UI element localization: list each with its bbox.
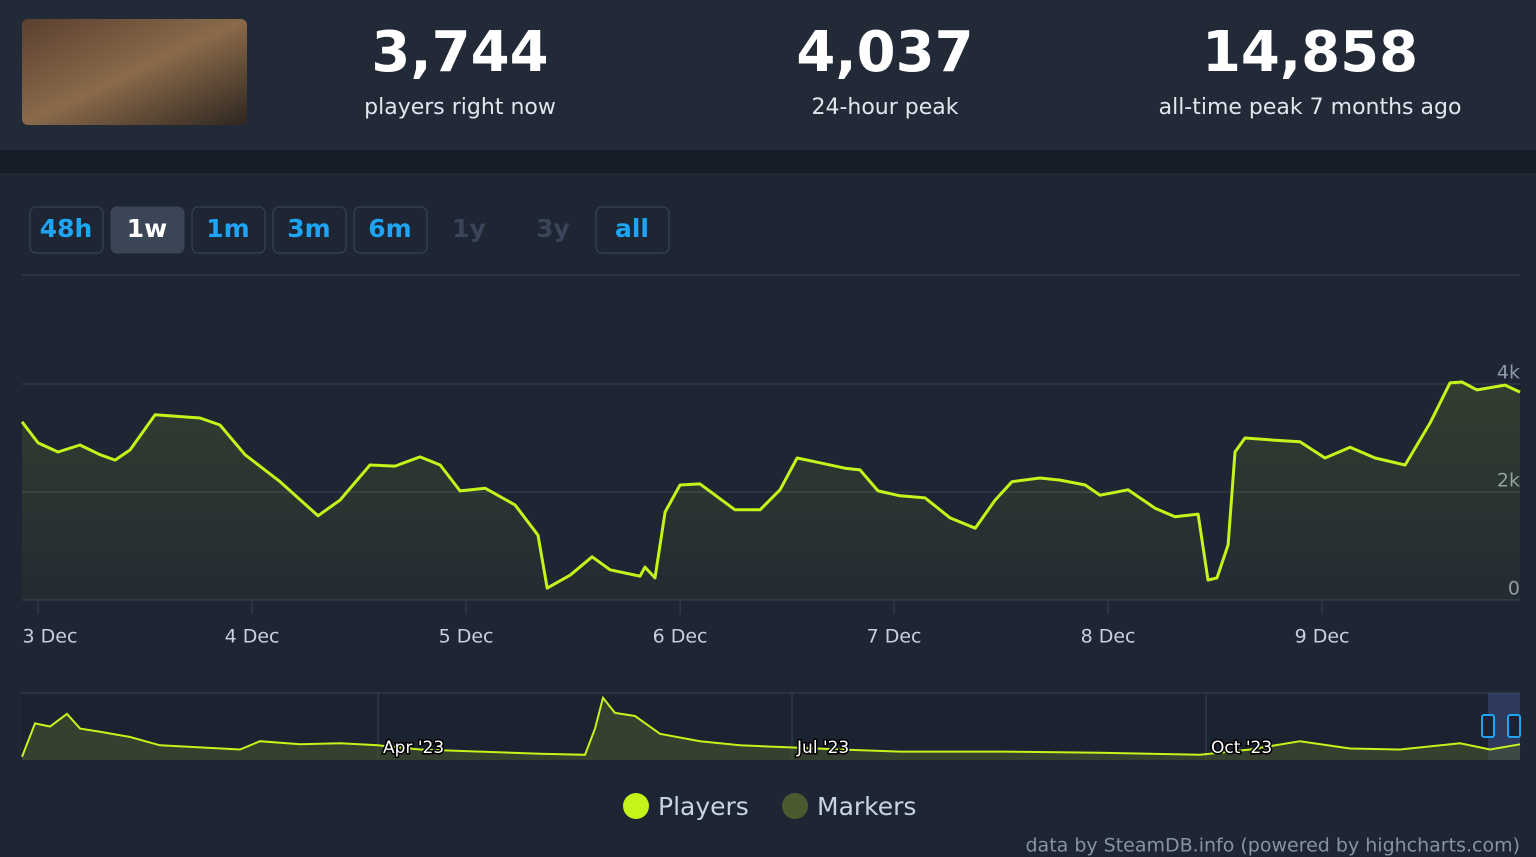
- range-button[interactable]: [272, 206, 347, 254]
- range-label[interactable]: 48h: [40, 214, 93, 243]
- range-label[interactable]: 3m: [287, 214, 330, 243]
- range-label[interactable]: all: [615, 214, 649, 243]
- x-tick-label: 5 Dec: [439, 626, 494, 648]
- x-tick-label: 9 Dec: [1295, 626, 1350, 648]
- range-label[interactable]: 1m: [206, 214, 249, 243]
- stat-label: players right now: [364, 95, 556, 120]
- stat-label: 24-hour peak: [811, 95, 958, 120]
- game-cover[interactable]: [22, 19, 247, 125]
- range-label: 3y: [536, 214, 570, 243]
- navigator-label: Apr '23: [383, 738, 444, 758]
- stat-value: 4,037: [796, 20, 973, 85]
- header-panel: [0, 0, 1536, 150]
- range-button[interactable]: [110, 206, 185, 254]
- range-button[interactable]: [191, 206, 266, 254]
- range-button[interactable]: [595, 206, 670, 254]
- navigator-label: Jul '23: [796, 738, 849, 758]
- area-fill: [22, 382, 1520, 600]
- stat-label: all-time peak 7 months ago: [1159, 95, 1462, 120]
- stat-value: 14,858: [1202, 20, 1418, 85]
- range-button[interactable]: [29, 206, 104, 254]
- legend-label[interactable]: Players: [658, 792, 749, 821]
- x-tick-label: 3 Dec: [23, 626, 78, 648]
- range-label[interactable]: 6m: [368, 214, 411, 243]
- x-tick-label: 8 Dec: [1081, 626, 1136, 648]
- range-label: 1y: [452, 214, 486, 243]
- legend-symbol[interactable]: [623, 793, 649, 819]
- navigator-line: [21, 695, 1521, 758]
- credits[interactable]: data by SteamDB.info (powered by highcha…: [1025, 835, 1520, 857]
- range-label[interactable]: 1w: [127, 214, 168, 243]
- navigator-handle[interactable]: [1481, 714, 1495, 738]
- x-tick-label: 7 Dec: [867, 626, 922, 648]
- legend-label[interactable]: Markers: [817, 792, 916, 821]
- series-line: [20, 380, 1521, 590]
- range-button[interactable]: [353, 206, 428, 254]
- x-tick-label: 4 Dec: [225, 626, 280, 648]
- x-tick-label: 6 Dec: [653, 626, 708, 648]
- stat-value: 3,744: [371, 20, 548, 85]
- navigator-handle[interactable]: [1507, 714, 1521, 738]
- y-tick-label: 4k: [1497, 362, 1520, 384]
- navigator-label: Oct '23: [1211, 738, 1272, 758]
- legend-symbol[interactable]: [782, 793, 808, 819]
